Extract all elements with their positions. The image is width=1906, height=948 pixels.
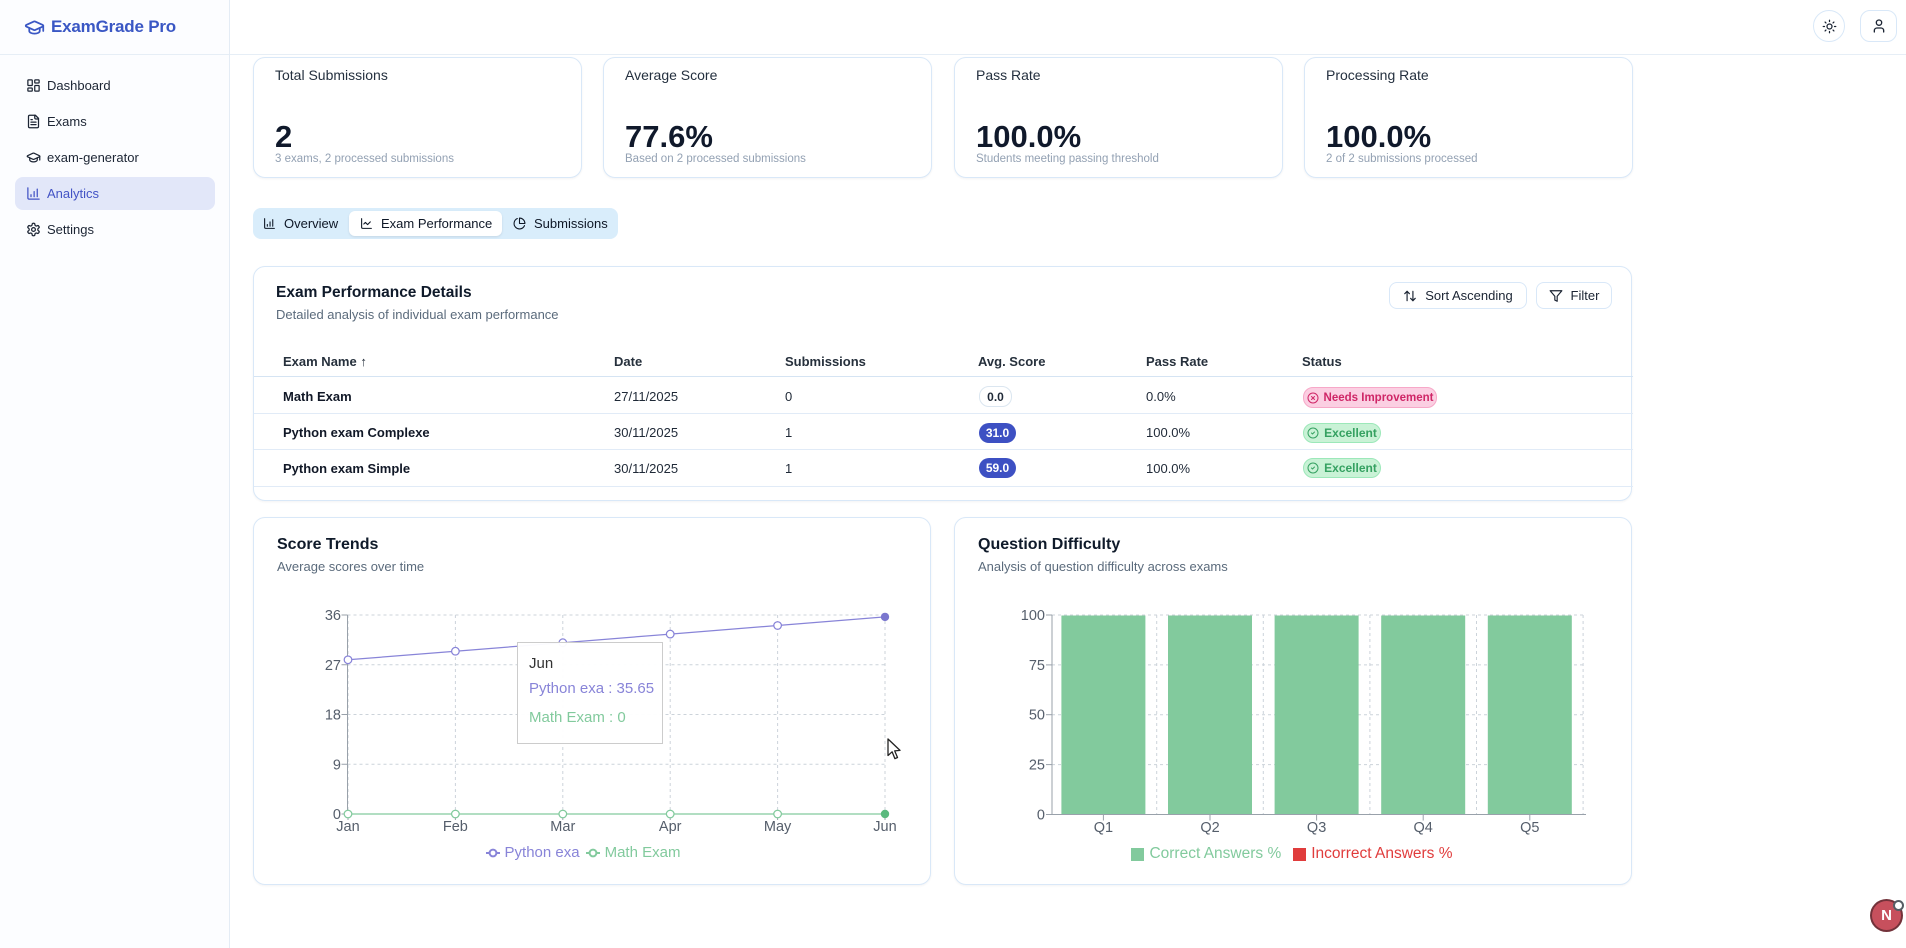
svg-text:36: 36 <box>325 608 341 624</box>
svg-text:25: 25 <box>1029 758 1045 774</box>
svg-text:Jan: Jan <box>336 819 359 835</box>
svg-text:Mar: Mar <box>550 819 575 835</box>
svg-text:Q3: Q3 <box>1307 820 1326 836</box>
svg-text:Jun: Jun <box>873 819 896 835</box>
svg-text:Feb: Feb <box>443 819 468 835</box>
svg-text:May: May <box>764 819 792 835</box>
svg-text:Q1: Q1 <box>1094 820 1113 836</box>
svg-text:9: 9 <box>333 757 341 773</box>
svg-text:0: 0 <box>1037 808 1045 824</box>
svg-text:50: 50 <box>1029 708 1045 724</box>
svg-text:27: 27 <box>325 658 341 674</box>
svg-text:0: 0 <box>333 807 341 823</box>
svg-text:Q5: Q5 <box>1520 820 1539 836</box>
svg-text:Q2: Q2 <box>1200 820 1219 836</box>
svg-text:100: 100 <box>1021 608 1045 624</box>
svg-text:18: 18 <box>325 708 341 724</box>
svg-text:Q4: Q4 <box>1414 820 1433 836</box>
svg-text:75: 75 <box>1029 658 1045 674</box>
svg-text:Apr: Apr <box>659 819 682 835</box>
